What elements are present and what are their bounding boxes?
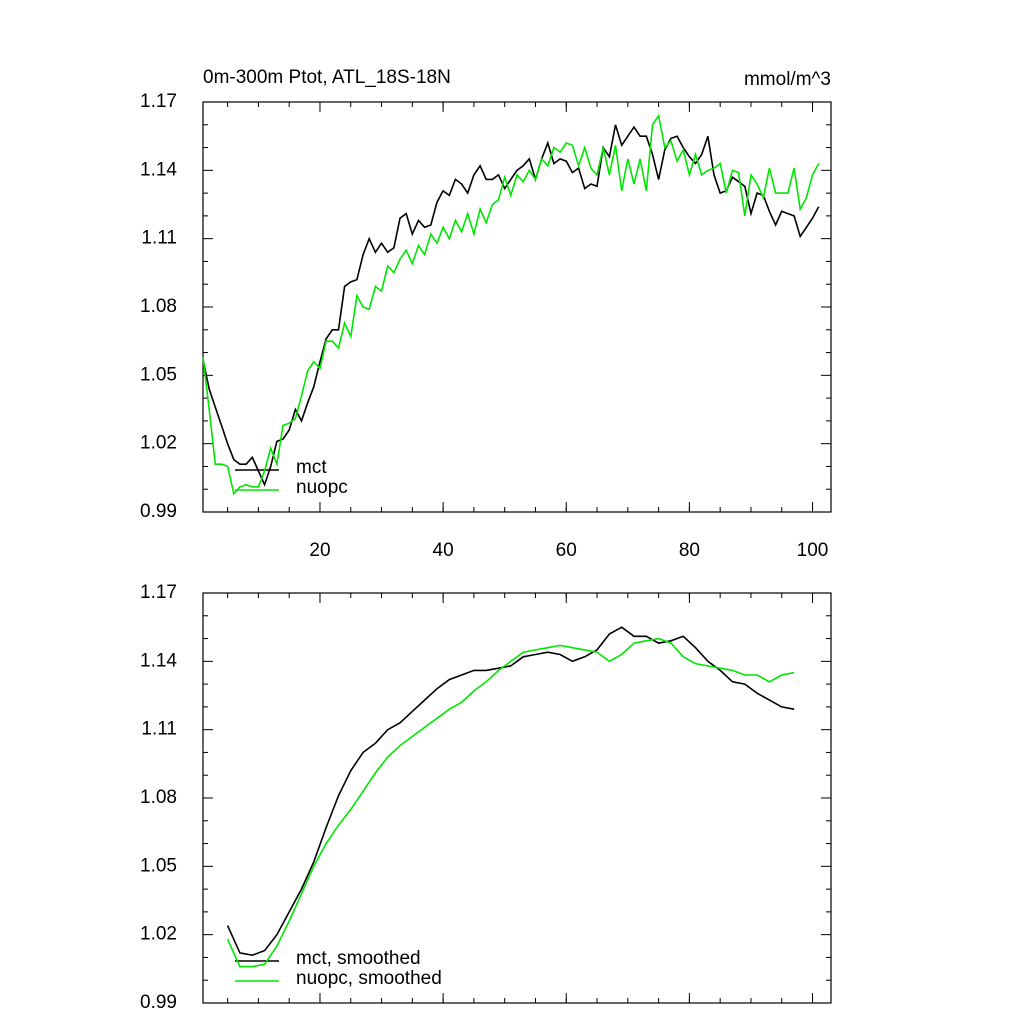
data-line — [226, 626, 795, 957]
y-tick-label: 1.08 — [140, 787, 177, 808]
chart-title: 0m-300m Ptot, ATL_18S-18N — [203, 67, 451, 88]
y-tick-label: 1.14 — [140, 159, 177, 180]
y-tick-label: 1.17 — [140, 582, 177, 603]
y-tick-label: 0.99 — [140, 501, 177, 522]
x-tick-label: 100 — [797, 540, 829, 561]
y-tick-label: 1.17 — [140, 91, 177, 112]
x-tick-label: 80 — [679, 540, 700, 561]
data-line — [202, 113, 820, 496]
y-tick-label: 1.14 — [140, 650, 177, 671]
legend-label: nuopc — [296, 477, 348, 498]
y-tick-label: 1.05 — [140, 364, 177, 385]
y-tick-label: 1.05 — [140, 855, 177, 876]
y-tick-label: 1.11 — [141, 719, 177, 740]
data-line — [226, 637, 795, 968]
y-tick-label: 1.02 — [140, 924, 177, 945]
legend-label: mct — [296, 457, 327, 478]
x-tick-label: 20 — [309, 540, 330, 561]
y-tick-label: 1.02 — [140, 433, 177, 454]
y-tick-label: 1.11 — [141, 228, 177, 249]
y-tick-label: 0.99 — [140, 992, 177, 1013]
units-label: mmol/m^3 — [744, 69, 831, 90]
legend-label: nuopc, smoothed — [296, 968, 442, 989]
data-line — [202, 124, 820, 487]
x-tick-label: 40 — [433, 540, 454, 561]
legend-label: mct, smoothed — [296, 948, 421, 969]
y-tick-label: 1.08 — [140, 296, 177, 317]
x-tick-label: 60 — [556, 540, 577, 561]
